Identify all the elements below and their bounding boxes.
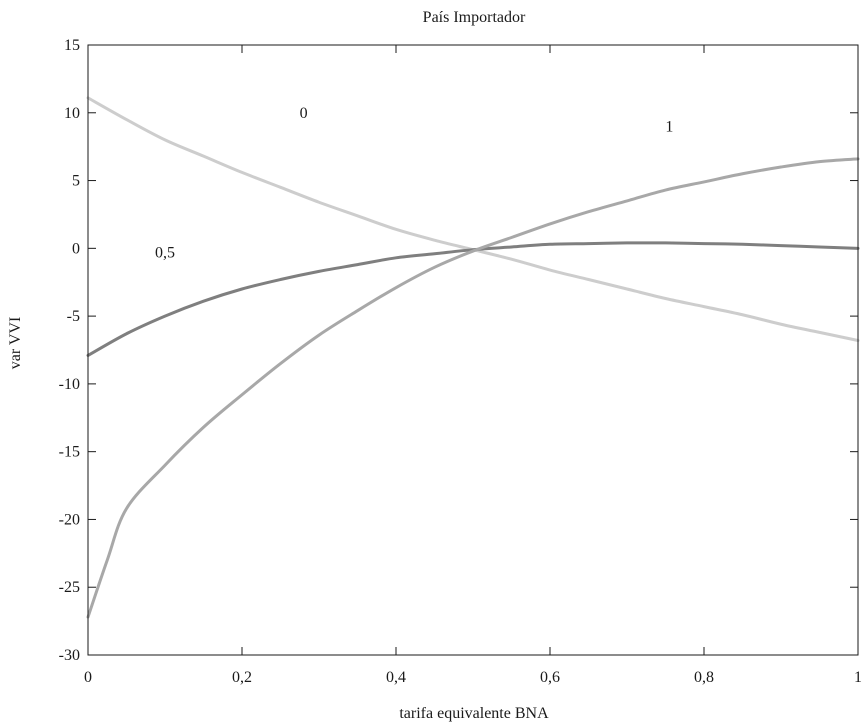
y-tick-label: -5	[67, 308, 80, 325]
x-axis-ticks: 0 0,2 0,4 0,6 0,8 1	[84, 45, 862, 686]
curve-label-a1: 1	[665, 118, 673, 135]
x-tick-label: 0,6	[540, 669, 560, 686]
y-tick-label: 0	[72, 240, 80, 257]
annotation-layer: 010,5	[155, 105, 673, 262]
x-axis-label: tarifa equivalente BNA	[399, 705, 549, 722]
x-tick-label: 0,8	[694, 669, 714, 686]
y-axis-label: var VVI	[7, 317, 24, 370]
y-tick-label: 10	[64, 105, 80, 122]
chart-title: País Importador	[423, 9, 526, 26]
series-line-s05	[86, 241, 860, 357]
y-tick-label: -25	[59, 579, 80, 596]
y-tick-label: 15	[64, 37, 80, 54]
x-tick-label: 0,2	[232, 669, 252, 686]
y-tick-label: 5	[72, 173, 80, 190]
x-tick-label: 1	[854, 669, 862, 686]
curve-label-a05: 0,5	[155, 244, 175, 261]
y-tick-label: -15	[59, 444, 80, 461]
y-tick-label: -30	[59, 647, 80, 664]
series-layer	[86, 96, 860, 619]
plot-frame	[87, 44, 859, 656]
y-tick-label: -10	[59, 376, 80, 393]
x-tick-label: 0	[84, 669, 92, 686]
y-tick-label: -20	[59, 511, 80, 528]
series-line-s1	[86, 157, 860, 619]
curve-label-a0: 0	[300, 105, 308, 122]
x-tick-label: 0,4	[386, 669, 406, 686]
series-line-s0	[86, 96, 860, 343]
